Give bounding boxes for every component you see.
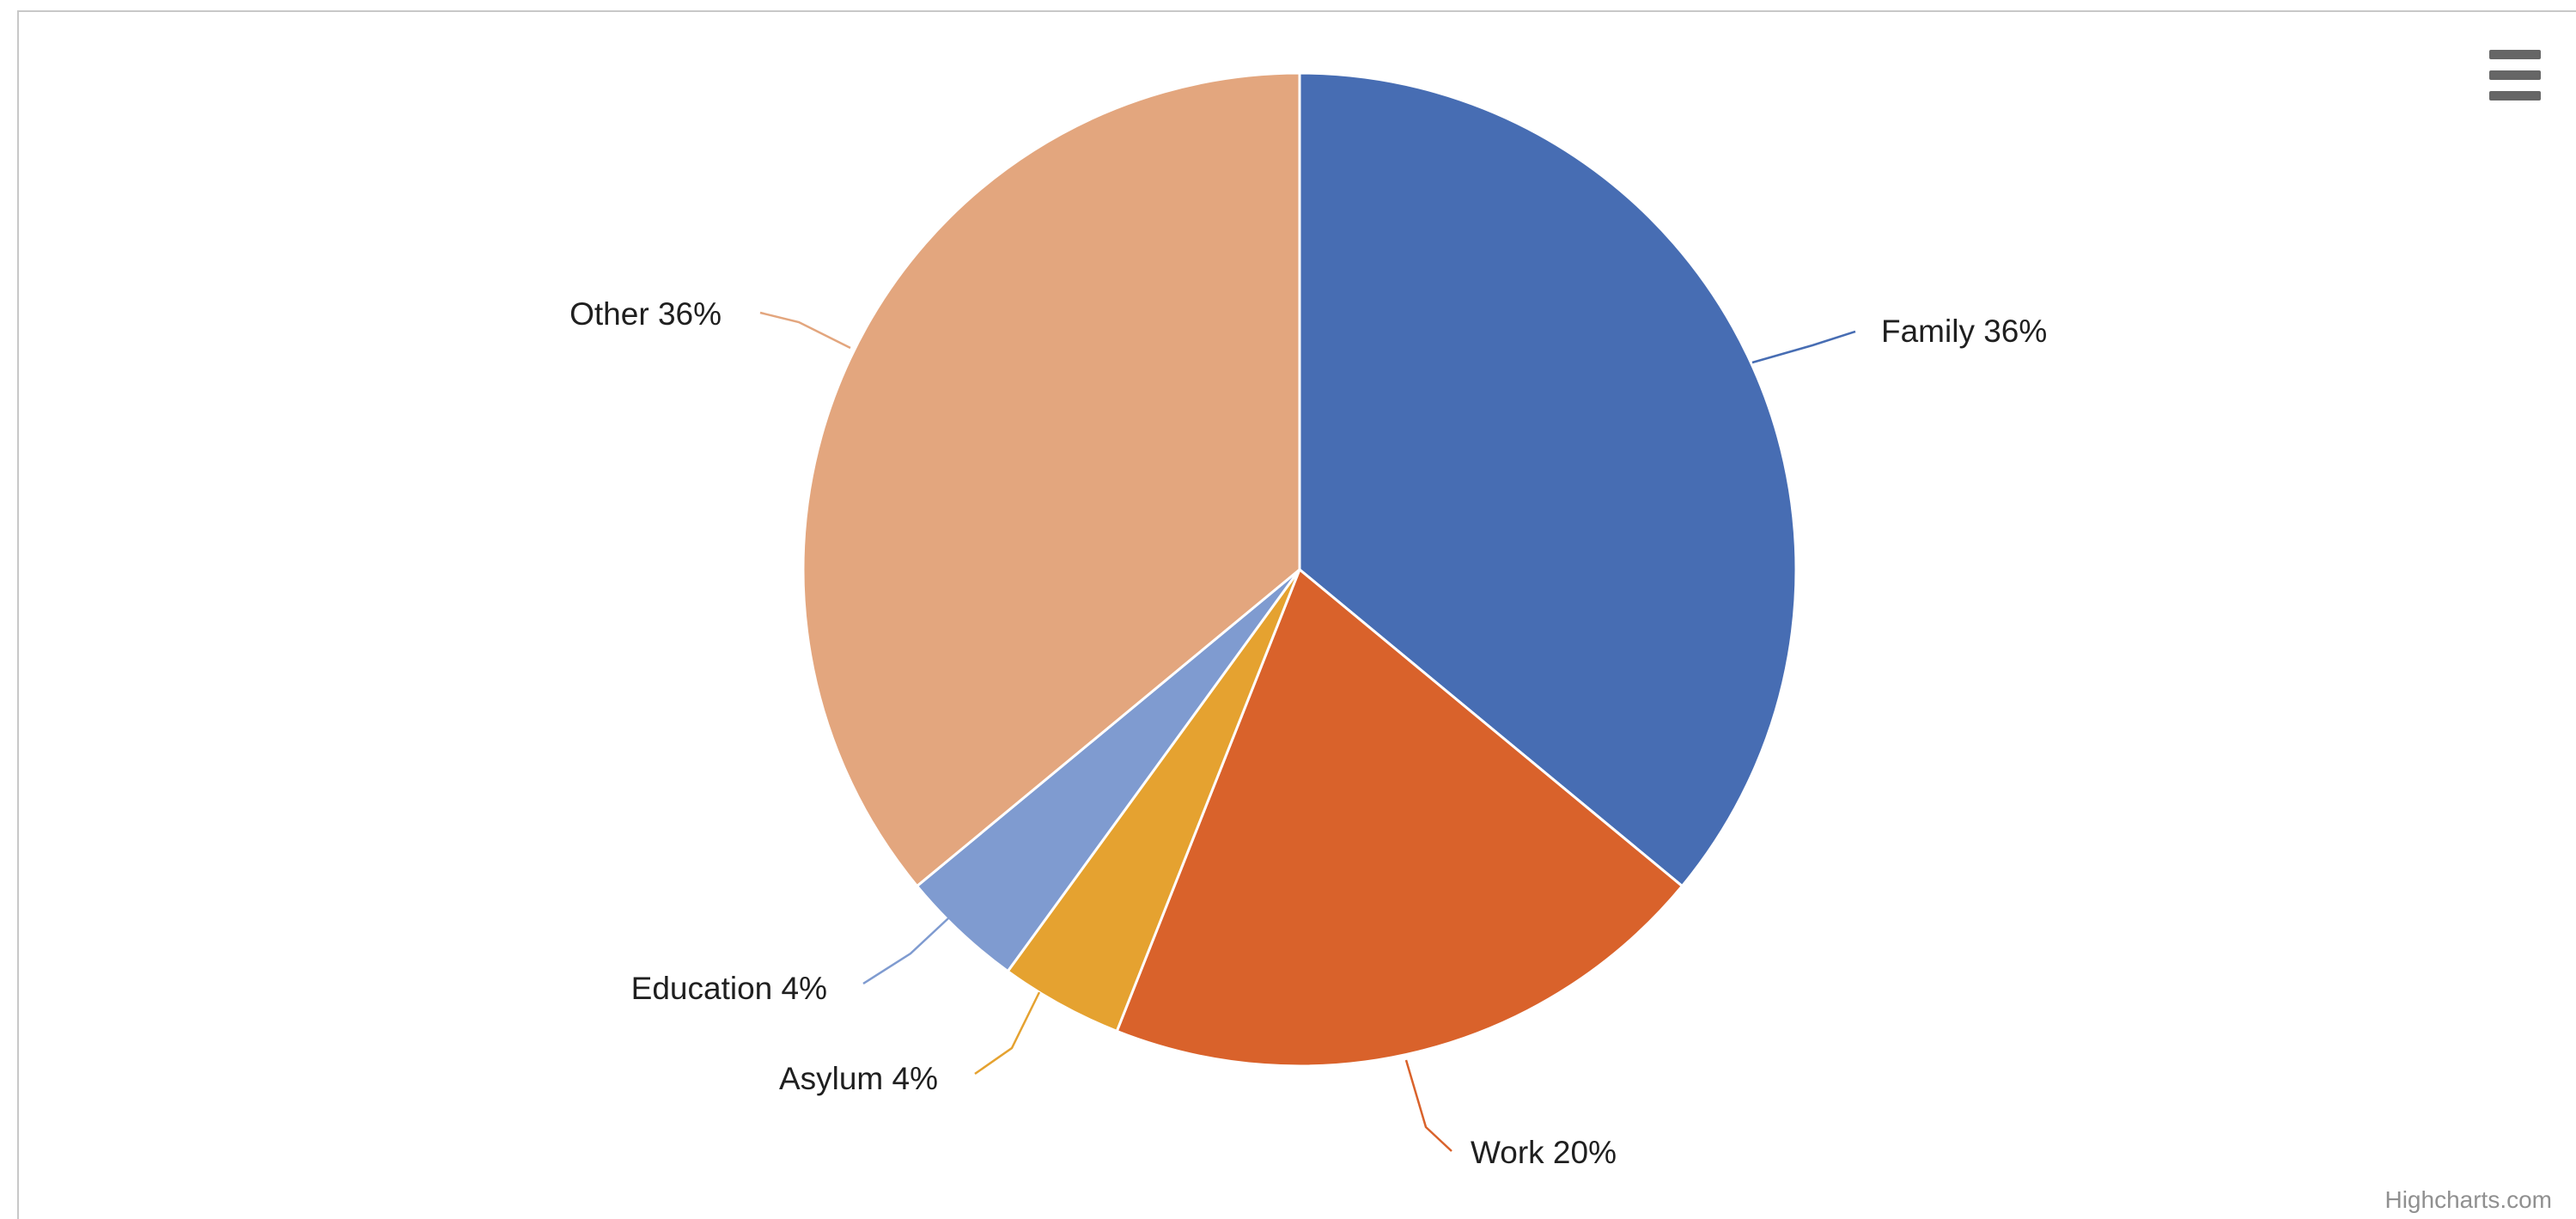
connector-work — [1404, 1059, 1452, 1152]
data-label-asylum: Asylum 4% — [779, 1061, 938, 1096]
connector-family — [1751, 330, 1856, 364]
hamburger-menu-icon — [2489, 50, 2541, 59]
data-label-work: Work 20% — [1471, 1135, 1617, 1170]
connector-asylum — [974, 991, 1041, 1076]
connector-other — [759, 311, 851, 350]
pie-slice-work[interactable] — [1115, 567, 1684, 1068]
data-label-other: Other 36% — [569, 296, 722, 332]
pie-slice-other[interactable] — [801, 71, 1301, 888]
pie-slice-family[interactable] — [1298, 71, 1798, 888]
data-label-family: Family 36% — [1881, 314, 2047, 349]
data-label-education: Education 4% — [631, 971, 827, 1006]
chart-menu-button[interactable] — [2489, 50, 2541, 101]
connector-education — [862, 917, 949, 985]
credits-link[interactable]: Highcharts.com — [2384, 1186, 2552, 1213]
